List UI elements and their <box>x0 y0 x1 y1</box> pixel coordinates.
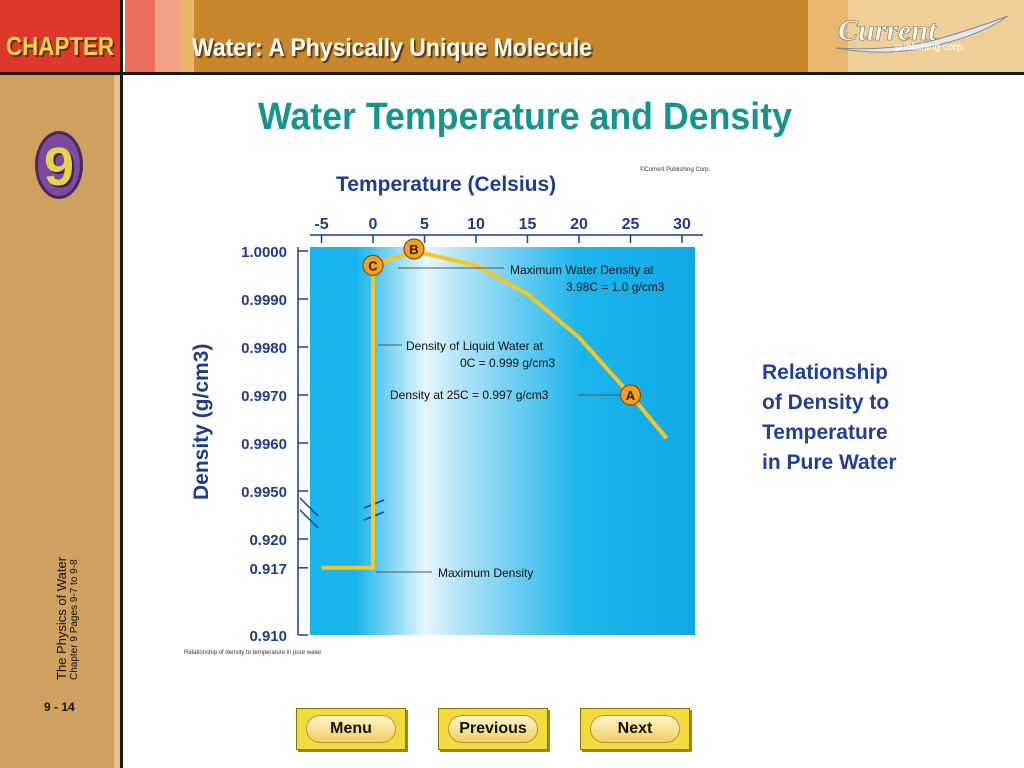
slide-title: Water Temperature and Density <box>258 96 792 138</box>
chapter-badge: 9 <box>35 131 83 203</box>
divider-horizontal <box>0 72 1024 75</box>
header-stripe <box>0 0 120 72</box>
header-title: Water: A Physically Unique Molecule <box>192 34 593 62</box>
logo-text: Current <box>838 14 938 47</box>
logo-tagline: publishing corp. <box>895 42 966 53</box>
x-tick-label: 30 <box>673 216 691 233</box>
menu-button[interactable]: Menu <box>296 708 406 750</box>
caption-line: in Pure Water <box>762 451 897 474</box>
x-tick-label: 0 <box>369 216 378 233</box>
divider-vertical <box>120 0 123 768</box>
header-stripe <box>125 0 155 72</box>
sidebar: 9 <box>0 75 120 768</box>
density-curve <box>321 249 669 570</box>
y-tick-label: 0.9960 <box>241 436 287 453</box>
publisher-logo: Current <box>835 14 1009 53</box>
caption-line: Temperature <box>762 421 888 444</box>
x-axis-label: Temperature (Celsius) <box>336 173 556 196</box>
page-number: 9 - 14 <box>44 700 75 714</box>
copyright-note: ©Current Publishing Corp. <box>640 166 710 173</box>
previous-button-label: Previous <box>448 715 538 743</box>
x-tick-label: -5 <box>314 216 328 233</box>
caption-line: of Density to <box>762 391 890 414</box>
previous-button[interactable]: Previous <box>438 708 548 750</box>
x-tick-label: 5 <box>420 216 429 233</box>
header-bar: CHAPTER Water: A Physically Unique Molec… <box>0 0 1024 72</box>
annotation-liquid-1: Density of Liquid Water at <box>406 339 544 353</box>
point-marker-c: C <box>362 254 384 276</box>
chapter-label: CHAPTER <box>6 31 115 61</box>
header-stripe <box>155 0 180 72</box>
x-tick-label: 10 <box>467 216 485 233</box>
y-tick-label: 0.9970 <box>241 388 287 405</box>
y-tick-label: 0.9980 <box>241 340 287 357</box>
y-tick-label: 0.917 <box>249 561 287 578</box>
y-tick-label: 0.910 <box>249 628 287 645</box>
annotation-max-density-1: Maximum Water Density at <box>510 263 654 277</box>
axis-break-mark <box>299 509 319 529</box>
next-button-label: Next <box>590 715 680 743</box>
y-tick-label: 0.9950 <box>241 484 287 501</box>
chapter-number-oval: 9 <box>35 131 83 199</box>
y-axis-label: Density (g/cm3) <box>190 344 213 500</box>
sidebar-edge <box>114 75 120 768</box>
axis-break-mark <box>299 497 319 517</box>
next-button[interactable]: Next <box>580 708 690 750</box>
header-stripe <box>180 0 194 72</box>
y-tick-label: 1.0000 <box>241 244 287 261</box>
y-tick-label: 0.920 <box>249 532 287 549</box>
x-tick-label: 25 <box>622 216 640 233</box>
header-stripe <box>848 0 1024 72</box>
svg-text:A: A <box>626 388 636 403</box>
annotation-liquid-2: 0C = 0.999 g/cm3 <box>460 356 555 370</box>
menu-button-label: Menu <box>306 715 396 743</box>
svg-text:C: C <box>368 258 378 273</box>
point-marker-a: A <box>619 384 642 406</box>
svg-text:B: B <box>409 242 418 257</box>
chart-caption: Relationship of Density to Temperature i… <box>762 358 962 478</box>
annotation-max-ice: Maximum Density <box>438 566 533 580</box>
x-tick-label: 20 <box>570 216 588 233</box>
y-tick-label: 0.9990 <box>241 292 287 309</box>
header-stripe <box>808 0 848 72</box>
annotation-25c: Density at 25C = 0.997 g/cm3 <box>390 388 549 402</box>
chart-footnote: Relationship of density to temperature i… <box>184 650 323 656</box>
x-tick-label: 15 <box>519 216 537 233</box>
chapter-number: 9 <box>43 137 75 197</box>
annotation-max-density-2: 3.98C = 1.0 g/cm3 <box>566 280 665 294</box>
point-marker-b: B <box>403 238 425 260</box>
caption-line: Relationship <box>762 361 889 384</box>
